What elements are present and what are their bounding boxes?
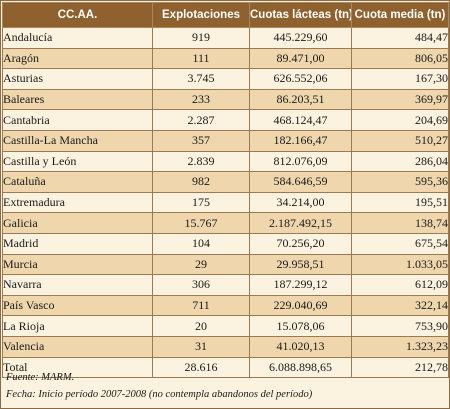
date-note: Fecha: Inicio período 2007-2008 (no cont… [6, 389, 313, 400]
table-row: Navarra 306 187.299,12 612,09 [2, 274, 449, 296]
table-row: Castilla y León 2.839 812.076,09 286,04 [2, 150, 449, 173]
cuota-media-cell: 1.323,23 [351, 335, 449, 358]
region-cell: Madrid [2, 232, 153, 255]
cuotas-cell: 229.040,69 [249, 294, 352, 317]
region-cell: Murcia [2, 253, 153, 276]
cuotas-cell: 41.020,13 [249, 335, 352, 358]
table-row: Cataluña 982 584.646,59 595,36 [2, 171, 449, 193]
explotaciones-cell: 711 [152, 294, 250, 317]
cuotas-cell: 86.203,51 [249, 88, 352, 111]
cuota-media-cell: 212,78 [351, 356, 449, 379]
cuotas-cell: 187.299,12 [249, 274, 352, 296]
region-cell: Castilla y León [2, 150, 153, 173]
table-row: Valencia 31 41.020,13 1.323,23 [2, 335, 449, 358]
total-row: Total 28.616 6.088.898,65 212,78 [2, 356, 449, 379]
cuota-media-cell: 484,47 [351, 27, 449, 49]
explotaciones-cell: 29 [152, 253, 250, 276]
cuota-media-cell: 510,27 [351, 129, 449, 152]
table-row: Castilla-La Mancha 357 182.166,47 510,27 [2, 129, 449, 152]
explotaciones-cell: 111 [152, 47, 250, 70]
table-notes: Fuente: MARM. Fecha: Inicio período 2007… [6, 369, 446, 403]
table-row: Madrid 104 70.256,20 675,54 [2, 232, 449, 255]
region-cell: Extremadura [2, 191, 153, 214]
cuotas-cell: 89.471,00 [249, 47, 352, 70]
table-row: Murcia 29 29.958,51 1.033,05 [2, 253, 449, 276]
header-cuotas-lacteas: Cuotas lácteas (tn) [249, 2, 352, 28]
cuotas-cell: 70.256,20 [249, 232, 352, 255]
table-row: Galicia 15.767 2.187.492,15 138,74 [2, 212, 449, 234]
cuotas-cell: 445.229,60 [249, 27, 352, 49]
cuota-media-cell: 369,97 [351, 88, 449, 111]
table-row: La Rioja 20 15.078,06 753,90 [2, 315, 449, 337]
cuota-media-cell: 595,36 [351, 171, 449, 193]
explotaciones-cell: 357 [152, 129, 250, 152]
explotaciones-cell: 919 [152, 27, 250, 49]
cuota-media-cell: 806,05 [351, 47, 449, 70]
region-cell: Cataluña [2, 171, 153, 193]
region-cell: Galicia [2, 212, 153, 234]
region-cell: Asturias [2, 68, 153, 90]
cuotas-cell: 812.076,09 [249, 150, 352, 173]
cuota-media-cell: 286,04 [351, 150, 449, 173]
cuota-media-cell: 612,09 [351, 274, 449, 296]
cuota-media-cell: 675,54 [351, 232, 449, 255]
table-row: País Vasco 711 229.040,69 322,14 [2, 294, 449, 317]
explotaciones-cell: 2.839 [152, 150, 250, 173]
explotaciones-cell: 28.616 [152, 356, 250, 379]
source-note: Fuente: MARM. [6, 372, 75, 383]
explotaciones-cell: 175 [152, 191, 250, 214]
explotaciones-cell: 15.767 [152, 212, 250, 234]
explotaciones-cell: 982 [152, 171, 250, 193]
cuotas-cell: 626.552,06 [249, 68, 352, 90]
cuota-media-cell: 167,30 [351, 68, 449, 90]
explotaciones-cell: 233 [152, 88, 250, 111]
cuota-media-cell: 1.033,05 [351, 253, 449, 276]
cuotas-cell: 584.646,59 [249, 171, 352, 193]
region-cell: Total [2, 356, 153, 379]
table-row: Aragón 111 89.471,00 806,05 [2, 47, 449, 70]
table-row: Extremadura 175 34.214,00 195,51 [2, 191, 449, 214]
header-cuota-media: Cuota media (tn) [351, 2, 449, 28]
region-cell: Navarra [2, 274, 153, 296]
region-cell: Cantabria [2, 109, 153, 131]
header-explotaciones: Explotaciones [152, 2, 250, 28]
dairy-quota-table: CC.AA. Explotaciones Cuotas lácteas (tn)… [2, 2, 449, 379]
cuota-media-cell: 138,74 [351, 212, 449, 234]
cuotas-cell: 15.078,06 [249, 315, 352, 337]
header-ccaa: CC.AA. [2, 2, 153, 28]
region-cell: Baleares [2, 88, 153, 111]
cuota-media-cell: 195,51 [351, 191, 449, 214]
explotaciones-cell: 3.745 [152, 68, 250, 90]
table-row: Asturias 3.745 626.552,06 167,30 [2, 68, 449, 90]
cuota-media-cell: 322,14 [351, 294, 449, 317]
cuotas-cell: 2.187.492,15 [249, 212, 352, 234]
explotaciones-cell: 306 [152, 274, 250, 296]
cuotas-cell: 182.166,47 [249, 129, 352, 152]
table-row: Cantabria 2.287 468.124,47 204,69 [2, 109, 449, 131]
cuotas-cell: 34.214,00 [249, 191, 352, 214]
cuotas-cell: 468.124,47 [249, 109, 352, 131]
region-cell: Castilla-La Mancha [2, 129, 153, 152]
cuota-media-cell: 753,90 [351, 315, 449, 337]
region-cell: La Rioja [2, 315, 153, 337]
explotaciones-cell: 104 [152, 232, 250, 255]
cuotas-cell: 6.088.898,65 [249, 356, 352, 379]
explotaciones-cell: 20 [152, 315, 250, 337]
region-cell: Valencia [2, 335, 153, 358]
region-cell: Aragón [2, 47, 153, 70]
explotaciones-cell: 31 [152, 335, 250, 358]
explotaciones-cell: 2.287 [152, 109, 250, 131]
region-cell: País Vasco [2, 294, 153, 317]
header-row: CC.AA. Explotaciones Cuotas lácteas (tn)… [2, 2, 449, 28]
region-cell: Andalucía [2, 27, 153, 49]
cuotas-cell: 29.958,51 [249, 253, 352, 276]
cuota-media-cell: 204,69 [351, 109, 449, 131]
table-row: Andalucía 919 445.229,60 484,47 [2, 27, 449, 49]
table-row: Baleares 233 86.203,51 369,97 [2, 88, 449, 111]
